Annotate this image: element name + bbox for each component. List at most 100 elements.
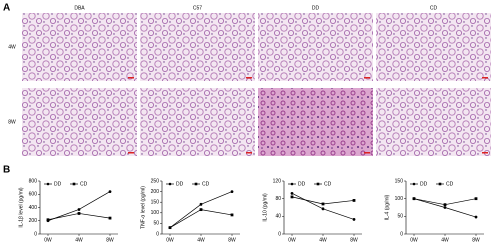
legend-label: CD: [446, 181, 454, 187]
x-tick-label: 4W: [197, 237, 205, 243]
y-axis-label: IL-4 (pg/ml): [384, 194, 390, 220]
x-tick-label: 4W: [75, 237, 83, 243]
micrograph: [258, 13, 373, 81]
micrograph: [22, 88, 137, 156]
row-label: 8W: [8, 119, 16, 125]
marker: [230, 213, 234, 217]
legend-label: CD: [324, 181, 332, 187]
legend-label: CD: [202, 181, 210, 187]
y-tick-label: 100: [151, 210, 160, 216]
scale-bar: [128, 77, 134, 79]
y-tick-label: 150: [395, 178, 404, 184]
legend-label: DD: [54, 181, 62, 187]
x-tick-label: 4W: [441, 237, 449, 243]
axis-line: [39, 181, 118, 235]
scale-bar: [482, 152, 488, 154]
micrograph: [376, 88, 491, 156]
y-axis-label: IL-10 (pg/ml): [262, 193, 268, 222]
column-header: CD: [430, 5, 438, 11]
y-tick-label: 250: [151, 178, 160, 184]
marker: [199, 202, 203, 206]
x-tick-label: 0W: [166, 237, 174, 243]
marker: [412, 197, 416, 201]
x-tick-label: 0W: [288, 237, 296, 243]
marker: [321, 207, 325, 211]
marker: [168, 226, 172, 230]
legend-marker: [290, 182, 294, 186]
marker: [77, 212, 81, 215]
marker: [443, 203, 447, 207]
x-tick-label: 8W: [350, 237, 358, 243]
marker: [290, 195, 294, 199]
marker: [474, 215, 478, 219]
x-tick-label: 0W: [44, 237, 52, 243]
legend-marker: [194, 182, 198, 186]
x-tick-label: 4W: [319, 237, 327, 243]
y-tick-label: 200: [29, 218, 38, 224]
y-tick-label: 0: [400, 231, 403, 237]
series-line: [291, 193, 355, 220]
micrograph: [140, 88, 255, 156]
scale-bar: [364, 152, 370, 154]
y-axis-label: IL-1β level (pg/ml): [18, 187, 24, 227]
micrograph: [258, 88, 373, 156]
row-label: 4W: [8, 44, 16, 50]
marker: [230, 190, 234, 194]
y-tick-label: 0: [278, 231, 281, 237]
legend-label: DD: [420, 181, 428, 187]
micrograph: [376, 13, 491, 81]
y-tick-label: 0: [34, 231, 37, 237]
panel-label: A: [3, 3, 10, 14]
legend-marker: [438, 182, 442, 186]
legend-marker: [412, 182, 416, 186]
scale-bar: [246, 77, 252, 79]
y-tick-label: 100: [395, 196, 404, 202]
panel-label: B: [3, 165, 10, 176]
marker: [77, 208, 81, 211]
micrograph: [22, 13, 137, 81]
marker: [443, 206, 447, 209]
legend-label: DD: [176, 181, 184, 187]
y-tick-label: 120: [273, 178, 282, 184]
x-tick-label: 0W: [410, 237, 418, 243]
marker: [352, 199, 356, 202]
marker: [108, 190, 112, 194]
scale-bar: [128, 152, 134, 154]
y-tick-label: 0: [156, 231, 159, 237]
y-tick-label: 80: [275, 196, 281, 202]
x-tick-label: 8W: [106, 237, 114, 243]
y-tick-label: 600: [29, 192, 38, 198]
column-header: C57: [193, 5, 202, 11]
y-axis-label: TNF-α level (pg/ml): [140, 186, 146, 229]
legend-marker: [46, 182, 50, 186]
y-tick-label: 50: [397, 214, 403, 220]
y-tick-label: 400: [29, 205, 38, 211]
x-tick-label: 8W: [472, 237, 480, 243]
marker: [108, 216, 112, 220]
y-tick-label: 200: [151, 189, 160, 195]
y-tick-label: 800: [29, 178, 38, 184]
x-tick-label: 8W: [228, 237, 236, 243]
marker: [474, 197, 478, 201]
marker: [199, 208, 203, 212]
legend-marker: [72, 182, 76, 186]
legend-marker: [316, 182, 320, 186]
micrograph: [140, 13, 255, 81]
scale-bar: [246, 152, 252, 154]
marker: [46, 218, 50, 222]
column-header: DD: [312, 5, 320, 11]
legend-label: CD: [80, 181, 88, 187]
y-tick-label: 50: [153, 221, 159, 227]
marker: [321, 202, 325, 206]
scale-bar: [482, 77, 488, 79]
y-tick-label: 40: [275, 214, 281, 220]
scale-bar: [364, 77, 370, 79]
legend-marker: [168, 182, 172, 186]
y-tick-label: 150: [151, 200, 160, 206]
legend-label: DD: [298, 181, 306, 187]
column-header: DBA: [74, 5, 85, 11]
series-line: [169, 209, 233, 228]
marker: [290, 191, 294, 195]
axis-line: [161, 181, 240, 235]
